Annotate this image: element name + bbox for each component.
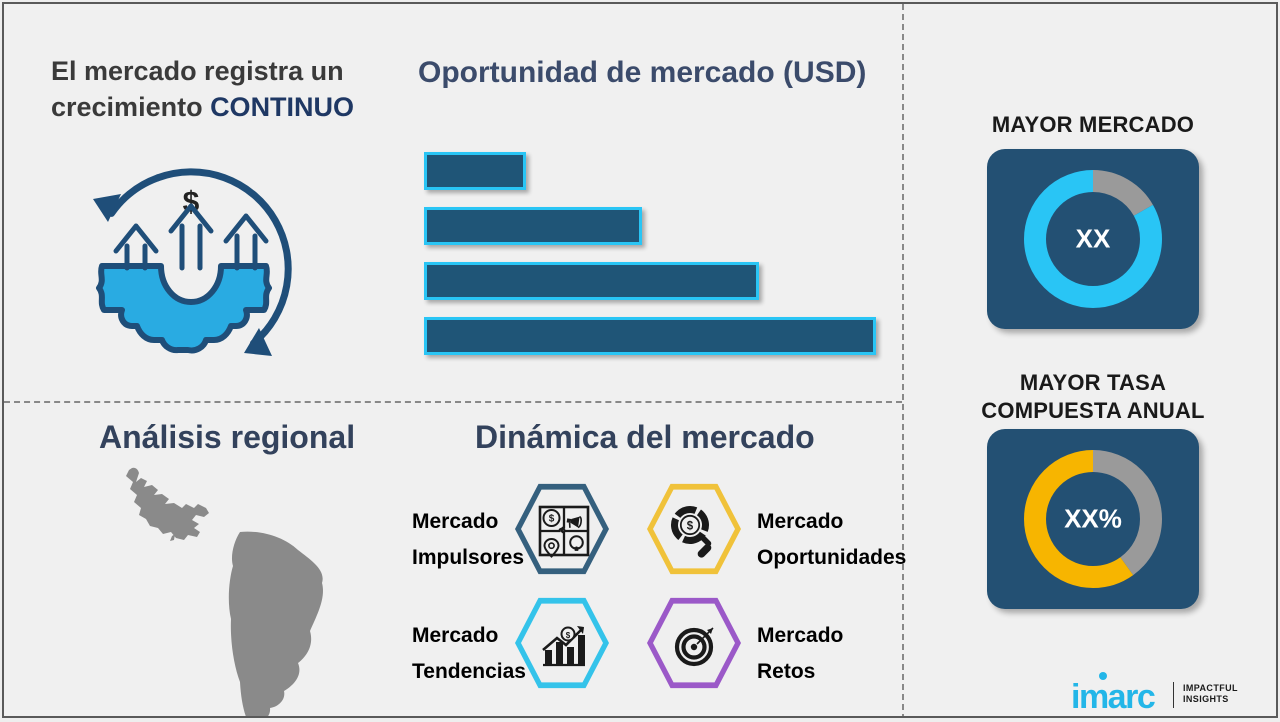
svg-text:$: $ [565,631,570,640]
svg-text:$: $ [548,513,554,524]
svg-text:$: $ [686,520,693,532]
